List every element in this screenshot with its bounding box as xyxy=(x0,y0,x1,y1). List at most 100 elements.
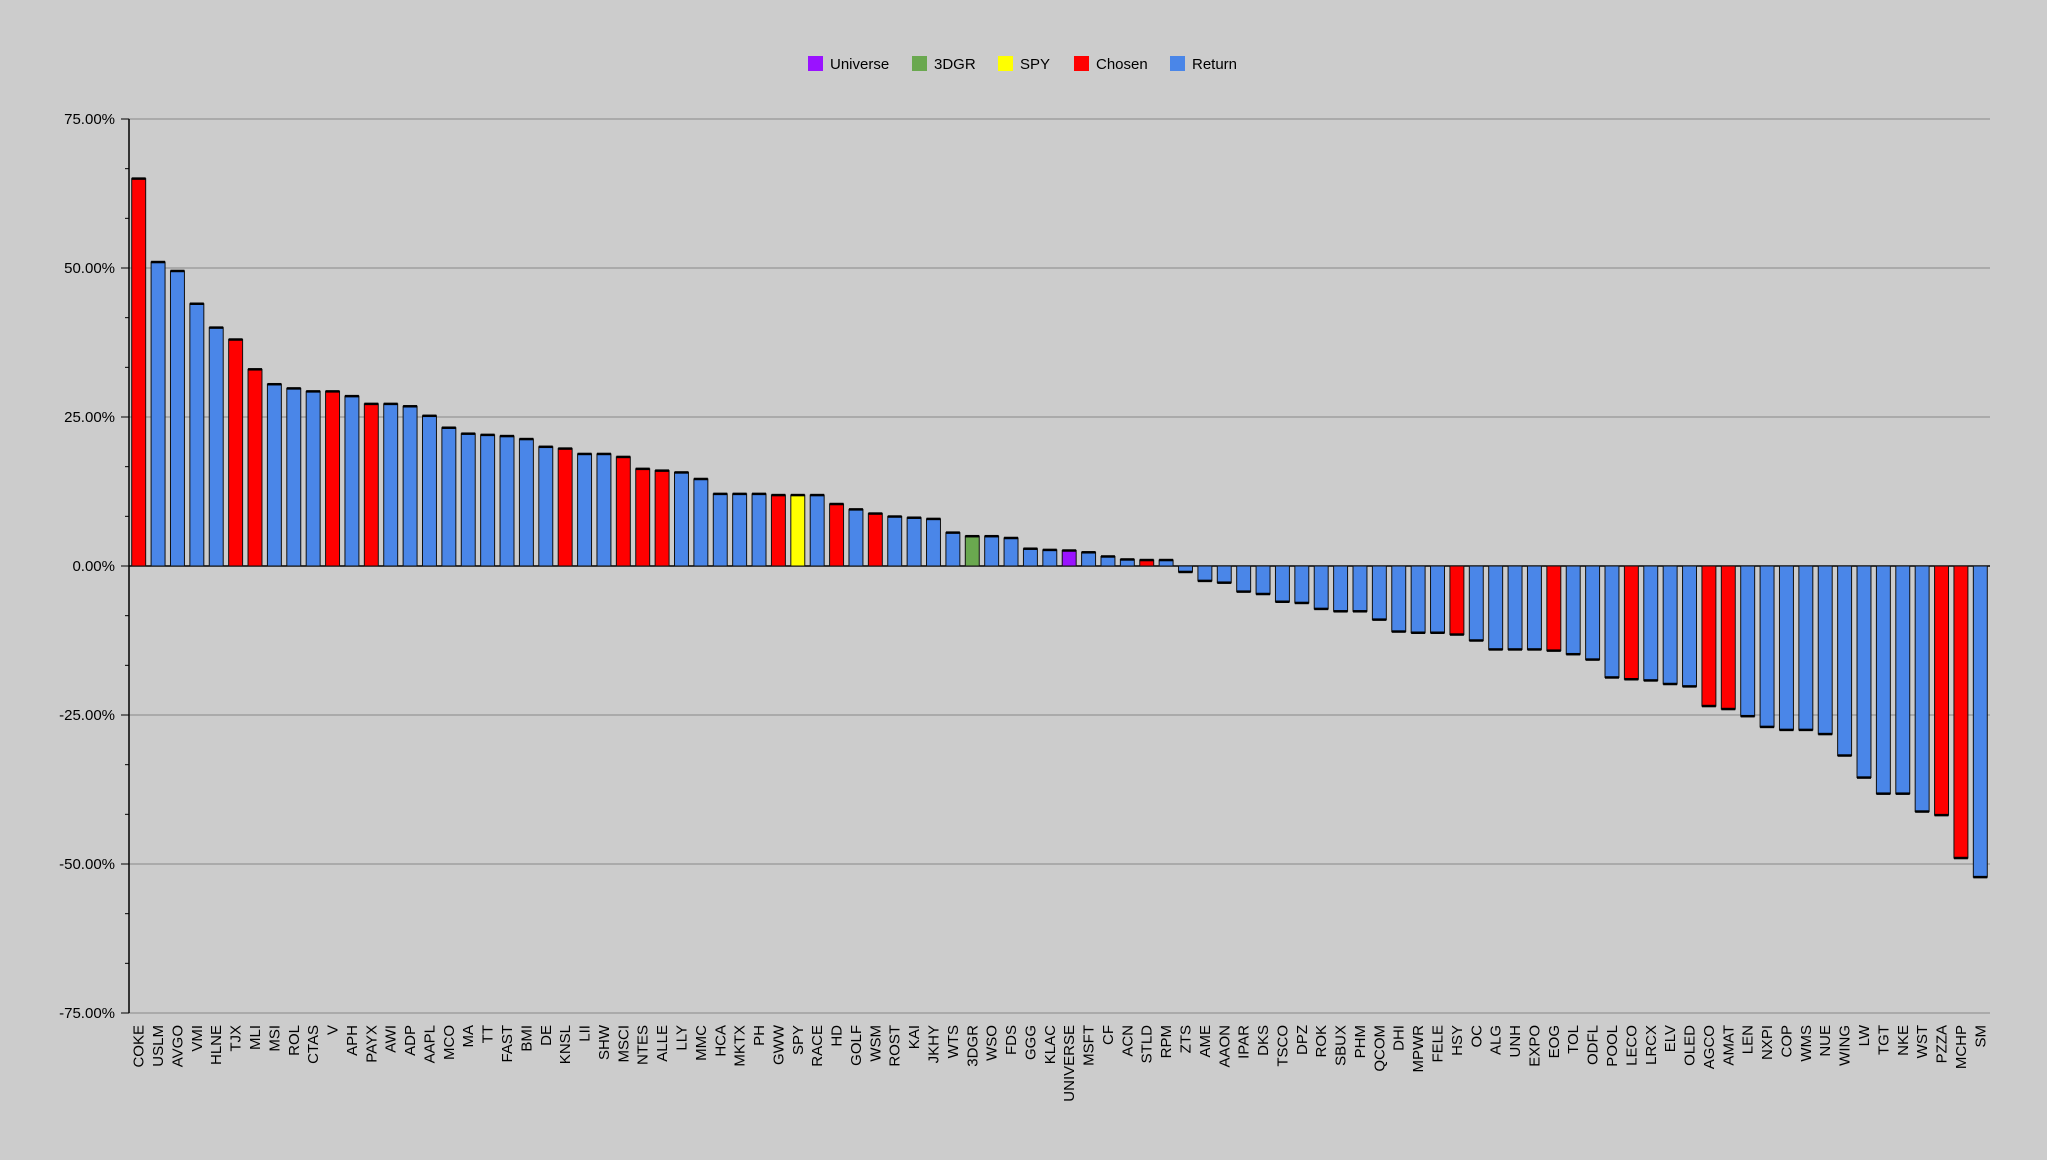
bar-lly xyxy=(674,471,689,567)
bar-tt xyxy=(480,434,496,567)
bar-fele xyxy=(1430,565,1445,634)
x-tick-label: FDS xyxy=(1003,1025,1020,1055)
x-tick-label: BMI xyxy=(518,1025,535,1052)
legend-label: Return xyxy=(1192,56,1237,73)
legend-swatch-return xyxy=(1170,56,1185,71)
x-tick-label: SM xyxy=(1972,1025,1989,1048)
bar-unh xyxy=(1507,565,1523,650)
x-tick-label: HCA xyxy=(712,1025,729,1057)
x-tick-label: LECO xyxy=(1623,1025,1640,1066)
bar-aph xyxy=(344,395,360,567)
x-tick-label: GGG xyxy=(1022,1025,1039,1060)
x-tick-label: KLAC xyxy=(1042,1025,1059,1064)
legend-swatch-3dgr xyxy=(912,56,927,71)
legend-swatch-spy xyxy=(998,56,1013,71)
legend-label: Universe xyxy=(830,56,889,73)
bar-lw xyxy=(1856,565,1872,779)
bar-tsco xyxy=(1274,565,1290,603)
x-tick-label: ROST xyxy=(887,1025,904,1067)
x-tick-label: FELE xyxy=(1430,1025,1447,1063)
x-tick-label: MSCI xyxy=(615,1025,632,1063)
bar-v xyxy=(325,390,341,567)
x-tick-label: TT xyxy=(480,1025,497,1043)
x-tick-label: ALG xyxy=(1488,1025,1505,1055)
bar-dhi xyxy=(1391,565,1407,633)
x-tick-label: ADP xyxy=(402,1025,419,1056)
x-tick-label: SHW xyxy=(596,1024,613,1060)
bar-qcom xyxy=(1371,565,1387,621)
bar-alle xyxy=(654,470,670,567)
x-tick-label: UNIVERSE xyxy=(1061,1025,1078,1102)
bar-expo xyxy=(1526,565,1542,650)
x-tick-label: TSCO xyxy=(1274,1025,1291,1067)
x-tick-label: PH xyxy=(751,1025,768,1046)
bar-dks xyxy=(1255,565,1271,595)
x-tick-label: HD xyxy=(829,1025,846,1047)
bar-golf xyxy=(848,508,864,567)
bar-mpwr xyxy=(1410,565,1426,634)
x-tick-label: NKE xyxy=(1895,1025,1912,1056)
x-tick-label: IPAR xyxy=(1236,1025,1253,1059)
x-tick-label: OC xyxy=(1468,1025,1485,1048)
legend-swatch-universe xyxy=(808,56,823,71)
bar-cf xyxy=(1100,555,1116,567)
x-tick-label: LRCX xyxy=(1643,1025,1660,1065)
bar-wms xyxy=(1798,565,1814,731)
legend-label: 3DGR xyxy=(934,56,976,73)
bar-wts xyxy=(945,532,961,567)
x-tick-label: LEN xyxy=(1740,1025,1757,1054)
bar-mchp xyxy=(1953,565,1969,859)
x-tick-label: GWW xyxy=(770,1024,787,1065)
x-tick-label: ROK xyxy=(1313,1025,1330,1058)
x-tick-label: WTS xyxy=(945,1025,962,1058)
bar-aaon xyxy=(1216,565,1232,584)
x-tick-label: MKTX xyxy=(732,1025,749,1067)
bar-msft xyxy=(1081,551,1097,567)
bar-leco xyxy=(1623,565,1639,680)
bar-wing xyxy=(1837,565,1853,757)
x-tick-label: CF xyxy=(1100,1025,1117,1045)
bar-vmi xyxy=(189,303,205,567)
y-tick-label: -25.00% xyxy=(59,707,115,724)
x-tick-label: EOG xyxy=(1546,1025,1563,1058)
x-tick-label: AAON xyxy=(1216,1025,1233,1068)
x-tick-label: TGT xyxy=(1875,1025,1892,1055)
bar-rost xyxy=(887,516,903,567)
bar-oc xyxy=(1468,565,1484,641)
x-tick-label: MSFT xyxy=(1081,1025,1098,1066)
bar-hca xyxy=(712,493,728,567)
x-tick-label: ELV xyxy=(1662,1025,1679,1052)
bar-nue xyxy=(1817,565,1833,735)
bar-ph xyxy=(751,493,767,567)
x-tick-label: VMI xyxy=(189,1025,206,1052)
x-tick-label: HLNE xyxy=(208,1025,225,1065)
x-tick-label: CTAS xyxy=(305,1025,322,1064)
x-tick-label: AGCO xyxy=(1701,1025,1718,1069)
x-tick-label: LW xyxy=(1856,1024,1873,1046)
bar-uslm xyxy=(150,261,166,567)
bar-lrcx xyxy=(1643,565,1659,681)
bar-klac xyxy=(1042,549,1058,567)
x-tick-label: RPM xyxy=(1158,1025,1175,1058)
bar-pzza xyxy=(1934,565,1950,816)
bar-alg xyxy=(1488,565,1504,650)
x-tick-label: ZTS xyxy=(1178,1025,1195,1053)
x-tick-label: OLED xyxy=(1682,1025,1699,1066)
x-tick-label: NXPI xyxy=(1759,1025,1776,1060)
x-tick-label: POOL xyxy=(1604,1025,1621,1067)
bar-awi xyxy=(383,403,399,567)
x-tick-label: USLM xyxy=(150,1025,167,1067)
x-tick-label: WST xyxy=(1914,1025,1931,1058)
x-tick-label: GOLF xyxy=(848,1025,865,1066)
bar-knsl xyxy=(557,448,573,567)
x-tick-label: AVGO xyxy=(169,1025,186,1067)
y-tick-label: 50.00% xyxy=(64,260,115,277)
x-tick-label: DHI xyxy=(1391,1025,1408,1051)
x-tick-label: STLD xyxy=(1139,1025,1156,1064)
x-tick-label: AWI xyxy=(383,1025,400,1053)
x-tick-label: AME xyxy=(1197,1025,1214,1058)
bar-mmc xyxy=(693,478,709,567)
x-tick-label: MLI xyxy=(247,1025,264,1050)
bar-race xyxy=(809,494,825,567)
x-tick-label: MCHP xyxy=(1953,1025,1970,1069)
